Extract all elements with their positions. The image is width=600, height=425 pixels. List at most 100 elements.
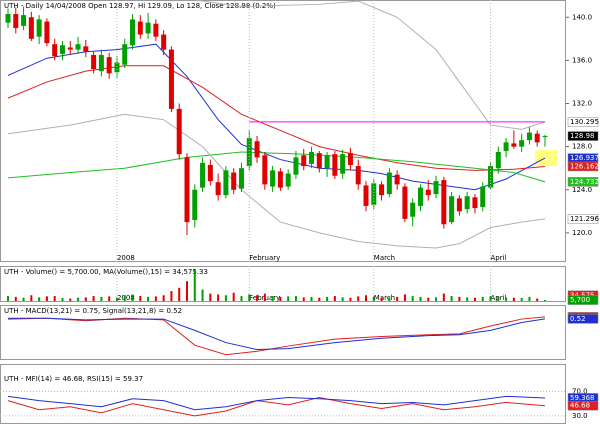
candle-body <box>519 140 525 147</box>
candle-body <box>488 166 494 188</box>
volume-bar <box>256 295 259 301</box>
value-marker <box>567 177 599 187</box>
volume-bar <box>326 296 329 301</box>
volume-bar <box>232 292 235 301</box>
volume-bar <box>388 297 391 301</box>
x-tick-label: April <box>491 254 507 262</box>
volume-bar <box>287 296 290 301</box>
y-tick-label: 30.0 <box>572 412 588 420</box>
volume-bar <box>84 297 87 301</box>
volume-bar <box>520 298 523 301</box>
candle-body <box>192 189 198 220</box>
volume-bar <box>69 298 72 301</box>
candle-body <box>332 154 338 176</box>
candle-body <box>394 174 400 185</box>
highlight <box>535 150 557 166</box>
candle-body <box>340 154 346 174</box>
candle-body <box>83 46 89 52</box>
candle-body <box>184 157 190 223</box>
volume-bar <box>544 300 546 301</box>
volume-bar <box>302 297 305 301</box>
indicator-line <box>7 395 546 411</box>
candle-body <box>200 162 206 188</box>
volume-title: UTH - Volume() = 5,700.00, MA(Volume(),1… <box>4 268 208 276</box>
volume-bar <box>528 296 531 301</box>
main-panel <box>0 0 566 262</box>
volume-bar <box>512 297 515 301</box>
candle-body <box>472 197 478 209</box>
volume-bar <box>466 297 469 301</box>
x-tick-label: March <box>374 294 395 302</box>
candle-body <box>59 45 65 54</box>
value-marker <box>567 117 599 127</box>
volume-bar <box>380 297 383 301</box>
value-marker-label: 124.732 <box>570 178 599 186</box>
value-marker-label: 121.296 <box>570 215 599 223</box>
volume-bar <box>139 296 142 301</box>
candle-body <box>262 155 268 185</box>
volume-bar <box>396 296 399 301</box>
volume-bar <box>263 293 266 301</box>
volume-bar <box>473 297 476 301</box>
volume-bar <box>458 296 461 301</box>
indicator-line <box>7 43 546 191</box>
candle-body <box>106 57 112 74</box>
volume-bar <box>536 298 539 301</box>
volume-bar <box>349 297 352 301</box>
volume-bar <box>217 294 220 301</box>
volume-bar <box>497 296 500 301</box>
volume-bar <box>178 287 181 301</box>
indicator-line <box>8 317 546 351</box>
value-marker <box>567 161 599 172</box>
volume-bar <box>123 295 126 301</box>
volume-panel <box>0 266 566 302</box>
volume-bar <box>22 297 25 301</box>
volume-bar <box>489 296 492 301</box>
candle-body <box>503 142 509 151</box>
candle-body <box>5 14 11 23</box>
volume-bar <box>162 295 165 301</box>
candle-body <box>223 170 229 196</box>
value-marker-label: 0.52 <box>570 315 586 323</box>
mfi-panel <box>0 364 566 424</box>
candle-body <box>130 19 136 46</box>
volume-bar <box>224 295 227 301</box>
volume-bar <box>318 297 321 301</box>
candle-body <box>122 44 128 65</box>
volume-bar <box>333 296 336 301</box>
volume-bar <box>403 294 406 301</box>
volume-bar <box>131 294 134 301</box>
volume-bar <box>147 296 150 301</box>
candle-body <box>21 15 27 26</box>
candle-body <box>98 54 104 72</box>
candle-body <box>231 172 237 190</box>
candle-body <box>371 183 377 205</box>
candle-body <box>449 196 455 223</box>
candle-body <box>386 172 392 195</box>
value-marker-label: 126.937 <box>570 154 599 162</box>
volume-bar <box>435 297 438 301</box>
volume-bar <box>310 296 313 301</box>
volume-bar <box>481 296 484 301</box>
candle-body <box>52 44 58 57</box>
y-tick-label: 140.0 <box>572 13 592 21</box>
candle-body <box>246 138 252 167</box>
chart-title: UTH - Daily 14/04/2008 Open 128.97, Hi 1… <box>4 2 276 10</box>
volume-bar <box>442 293 445 301</box>
volume-bar <box>372 296 375 301</box>
volume-bar <box>248 294 251 301</box>
volume-bar <box>61 298 64 301</box>
candle-body <box>254 141 260 158</box>
volume-bar <box>411 296 414 301</box>
candle-body <box>410 202 416 217</box>
candle-body <box>511 143 517 147</box>
candle-body <box>67 47 73 50</box>
value-marker-label: 5,700 <box>570 296 590 304</box>
volume-bar <box>419 296 422 301</box>
candle-body <box>145 22 151 34</box>
candle-body <box>153 23 159 37</box>
candle-body <box>215 182 221 196</box>
candle-body <box>44 21 50 44</box>
value-marker-label: 128.98 <box>570 132 595 140</box>
